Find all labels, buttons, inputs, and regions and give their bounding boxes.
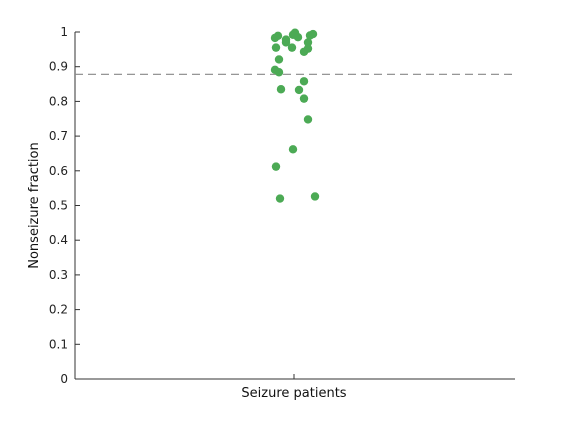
y-tick-label: 0 [60,372,68,386]
y-tick-label: 0.6 [49,164,68,178]
data-point [274,68,284,77]
y-axis: 0 0.1 0.2 0.3 0.4 0.5 0.6 0.7 0.8 0.9 1 [49,25,80,386]
data-point [273,31,283,41]
data-point [299,94,309,103]
y-axis-label: Nonseizure fraction [27,142,42,269]
y-tick-label: 0.1 [49,337,68,351]
points-layer [270,28,320,203]
y-tick-label: 1 [60,25,68,39]
y-tick-label: 0.3 [49,268,68,282]
y-tick-label: 0.4 [49,233,68,247]
x-axis-label: Seizure patients [241,386,346,401]
data-point [293,33,303,42]
data-point [274,55,284,64]
data-point [287,43,297,52]
y-tick-label: 0.7 [49,129,68,143]
data-point [288,145,298,154]
data-point [308,29,318,39]
y-tick-label: 0.2 [49,303,68,317]
data-point [303,115,313,124]
data-point [294,85,304,95]
data-point [271,162,281,171]
data-point [310,192,320,201]
x-axis [75,374,515,380]
data-point [281,38,291,47]
data-point [271,43,281,52]
data-point [303,38,313,47]
y-tick-label: 0.8 [49,94,68,108]
data-point [276,85,286,94]
y-tick-label: 0.9 [49,60,68,74]
y-tick-label: 0.5 [49,199,68,213]
data-point [303,44,313,53]
data-point [299,77,309,86]
data-point [275,194,285,203]
